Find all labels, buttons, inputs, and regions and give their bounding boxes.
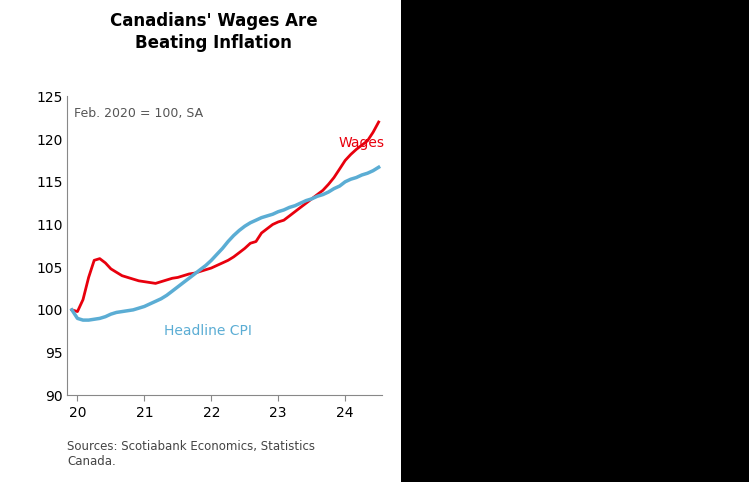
Text: Canadians' Wages Are
Beating Inflation: Canadians' Wages Are Beating Inflation <box>109 12 318 52</box>
Text: Sources: Scotiabank Economics, Statistics
Canada.: Sources: Scotiabank Economics, Statistic… <box>67 440 315 468</box>
Text: Headline CPI: Headline CPI <box>165 324 252 338</box>
Text: Wages: Wages <box>339 136 384 150</box>
Text: Feb. 2020 = 100, SA: Feb. 2020 = 100, SA <box>74 107 203 120</box>
